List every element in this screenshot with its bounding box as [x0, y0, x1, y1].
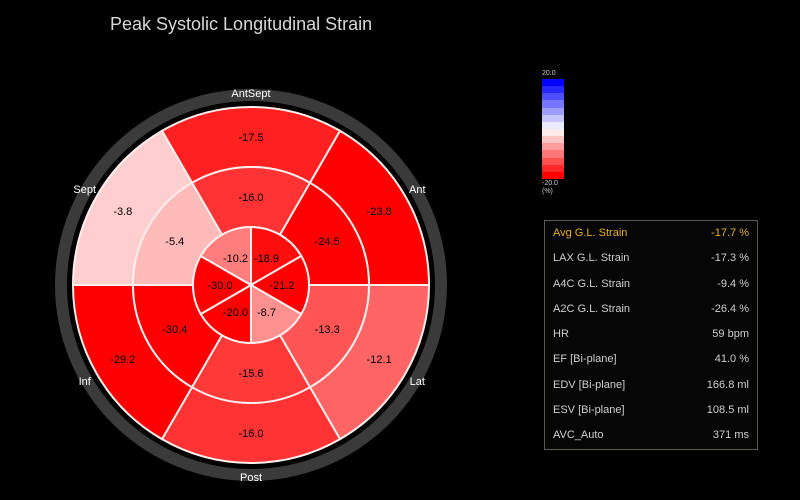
- stat-value: 41.0 %: [714, 353, 749, 366]
- color-scale-step: [542, 79, 564, 87]
- stat-row: A4C G.L. Strain -9.4 %: [545, 272, 757, 297]
- stat-value: 59 bpm: [712, 328, 749, 341]
- color-scale-unit: (%): [542, 188, 553, 195]
- color-scale-step: [542, 100, 564, 108]
- color-scale-max: 20.0: [542, 70, 556, 77]
- stat-value: -17.3 %: [711, 252, 749, 265]
- wall-label-antsept: AntSept: [231, 88, 270, 100]
- segment-value-apical-sept: -30.0: [207, 280, 232, 292]
- stat-value: -17.7 %: [711, 227, 749, 239]
- stat-label: Avg G.L. Strain: [553, 227, 628, 239]
- stat-row: EF [Bi-plane] 41.0 %: [545, 347, 757, 372]
- segment-value-apical-ant: -18.9: [254, 253, 279, 265]
- stat-label: LAX G.L. Strain: [553, 252, 630, 265]
- stat-value: -9.4 %: [717, 277, 749, 290]
- stat-value: 166.8 ml: [706, 378, 749, 391]
- segment-value-basal-sept: -3.8: [113, 206, 132, 218]
- segment-value-mid-inf: -30.4: [162, 324, 187, 336]
- segment-value-basal-antsept: -17.5: [238, 132, 263, 144]
- wall-label-sept: Sept: [73, 184, 96, 196]
- wall-label-inf: Inf: [79, 376, 92, 388]
- color-scale-step: [542, 143, 564, 151]
- stat-label: HR: [553, 328, 569, 341]
- segment-value-basal-lat: -12.1: [367, 354, 392, 366]
- stat-label: EF [Bi-plane]: [553, 353, 617, 366]
- wall-label-post: Post: [240, 472, 262, 484]
- color-scale-step: [542, 157, 564, 165]
- color-scale-bar: [542, 79, 564, 179]
- color-scale-step: [542, 107, 564, 115]
- segment-value-mid-sept: -5.4: [165, 236, 184, 248]
- color-scale-step: [542, 114, 564, 122]
- measurements-panel: Avg G.L. Strain -17.7 % LAX G.L. Strain -17…: [544, 220, 758, 450]
- chart-title: Peak Systolic Longitudinal Strain: [110, 14, 373, 34]
- stat-label: A2C G.L. Strain: [553, 302, 631, 315]
- stat-row: AVC_Auto 371 ms: [545, 423, 757, 448]
- stat-value: 371 ms: [712, 429, 749, 442]
- segment-value-basal-ant: -23.8: [367, 206, 392, 218]
- stat-value: -26.4 %: [711, 302, 749, 315]
- segment-value-apical-lat: -21.2: [269, 280, 294, 292]
- color-scale-min: -20.0: [542, 180, 558, 187]
- stat-value: 108.5 ml: [706, 404, 749, 417]
- color-scale-step: [542, 121, 564, 129]
- stat-label: A4C G.L. Strain: [553, 277, 631, 290]
- segment-value-mid-ant: -24.5: [315, 236, 340, 248]
- stat-row: ESV [Bi-plane] 108.5 ml: [545, 398, 757, 423]
- segment-value-apical-inf: -20.0: [223, 307, 248, 319]
- color-scale-step: [542, 136, 564, 144]
- stat-label: EDV [Bi-plane]: [553, 378, 626, 391]
- segment-apical-antsept: [199, 225, 252, 287]
- stat-row: A2C G.L. Strain -26.4 %: [545, 297, 757, 322]
- color-scale-step: [542, 164, 564, 172]
- stat-row: LAX G.L. Strain -17.3 %: [545, 246, 757, 271]
- stat-row: EDV [Bi-plane] 166.8 ml: [545, 373, 757, 398]
- segment-value-apical-post: -8.7: [257, 307, 276, 319]
- color-scale-step: [542, 86, 564, 94]
- stat-row: Avg G.L. Strain -17.7 %: [545, 221, 757, 246]
- wall-label-lat: Lat: [410, 376, 425, 388]
- color-scale-step: [542, 171, 564, 179]
- stat-label: AVC_Auto: [553, 429, 604, 442]
- stat-row: HR 59 bpm: [545, 322, 757, 347]
- segment-value-mid-lat: -13.3: [315, 324, 340, 336]
- segment-value-mid-antsept: -16.0: [238, 192, 263, 204]
- color-scale-step: [542, 150, 564, 158]
- segment-value-basal-post: -16.0: [238, 428, 263, 440]
- color-scale-step: [542, 93, 564, 101]
- wall-label-ant: Ant: [409, 184, 426, 196]
- stat-label: ESV [Bi-plane]: [553, 404, 625, 417]
- segment-value-apical-antsept: -10.2: [223, 253, 248, 265]
- segment-value-basal-inf: -29.2: [110, 354, 135, 366]
- segment-value-mid-post: -15.6: [238, 368, 263, 380]
- color-scale-step: [542, 128, 564, 137]
- color-scale: 20.0 -20.0 (%): [542, 70, 572, 196]
